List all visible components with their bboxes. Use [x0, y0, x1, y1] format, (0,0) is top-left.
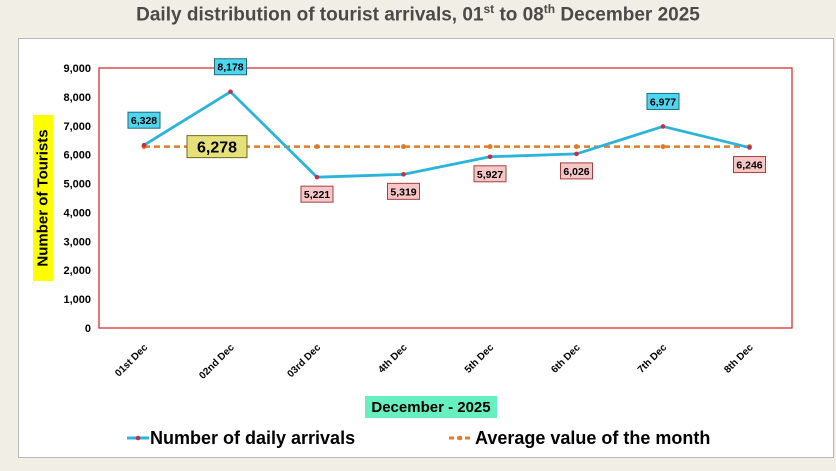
- y-tick-label: 0: [85, 323, 91, 335]
- x-tick-label: 4th Dec: [376, 342, 410, 376]
- daily-arrivals-point: [315, 175, 320, 180]
- data-label: 8,178: [217, 62, 243, 74]
- x-tick-label: 03rd Dec: [285, 342, 323, 380]
- y-tick-label: 3,000: [63, 236, 91, 248]
- average-label: 6,278: [197, 140, 237, 157]
- line-chart: 0 1,000 2,000 3,000 4,000 5,000 6,000 7,000 8,00…: [19, 39, 833, 457]
- x-axis-label: December - 2025: [371, 399, 490, 416]
- y-tick-label: 6,000: [63, 150, 91, 162]
- y-tick-label: 2,000: [63, 265, 91, 277]
- average-point: [661, 144, 666, 149]
- y-tick-label: 9,000: [63, 63, 91, 75]
- daily-arrivals-point: [661, 124, 666, 129]
- daily-arrivals-point: [228, 89, 233, 94]
- x-tick-label: 6th Dec: [549, 342, 583, 376]
- daily-arrivals-point: [142, 143, 147, 148]
- legend-series-marker: [136, 436, 141, 441]
- x-tick-label: 7th Dec: [636, 342, 670, 376]
- data-label: 6,246: [736, 160, 762, 172]
- data-label: 6,328: [131, 115, 157, 127]
- legend-average-label: Average value of the month: [475, 428, 710, 448]
- average-point: [488, 144, 493, 149]
- chart-panel: 0 1,000 2,000 3,000 4,000 5,000 6,000 7,000 8,00…: [18, 38, 834, 458]
- plot-area-border: [99, 68, 792, 328]
- x-tick-label: 5th Dec: [463, 342, 497, 376]
- y-tick-label: 4,000: [63, 207, 91, 219]
- chart-title: Daily distribution of tourist arrivals, …: [0, 2, 836, 26]
- daily-arrivals-point: [574, 152, 579, 157]
- y-tick-label: 1,000: [63, 294, 91, 306]
- y-tick-label: 7,000: [63, 121, 91, 133]
- y-tick-label: 8,000: [63, 92, 91, 104]
- y-tick-label: 5,000: [63, 179, 91, 191]
- data-label: 5,319: [390, 186, 416, 198]
- data-label: 5,927: [477, 169, 503, 181]
- average-point: [574, 144, 579, 149]
- data-label: 6,977: [650, 96, 676, 108]
- daily-arrivals-point: [747, 145, 752, 150]
- daily-arrivals-point: [401, 172, 406, 177]
- data-label: 6,026: [563, 166, 589, 178]
- legend-average-marker: [458, 436, 463, 441]
- x-tick-label: 8th Dec: [722, 342, 756, 376]
- average-point: [401, 144, 406, 149]
- x-tick-label: 01st Dec: [113, 342, 150, 379]
- average-point: [315, 144, 320, 149]
- daily-arrivals-point: [488, 154, 493, 159]
- legend-series-label: Number of daily arrivals: [150, 428, 355, 448]
- data-label: 5,221: [304, 189, 330, 201]
- y-axis-label: Number of Tourists: [35, 129, 52, 266]
- x-tick-label: 02nd Dec: [197, 342, 237, 382]
